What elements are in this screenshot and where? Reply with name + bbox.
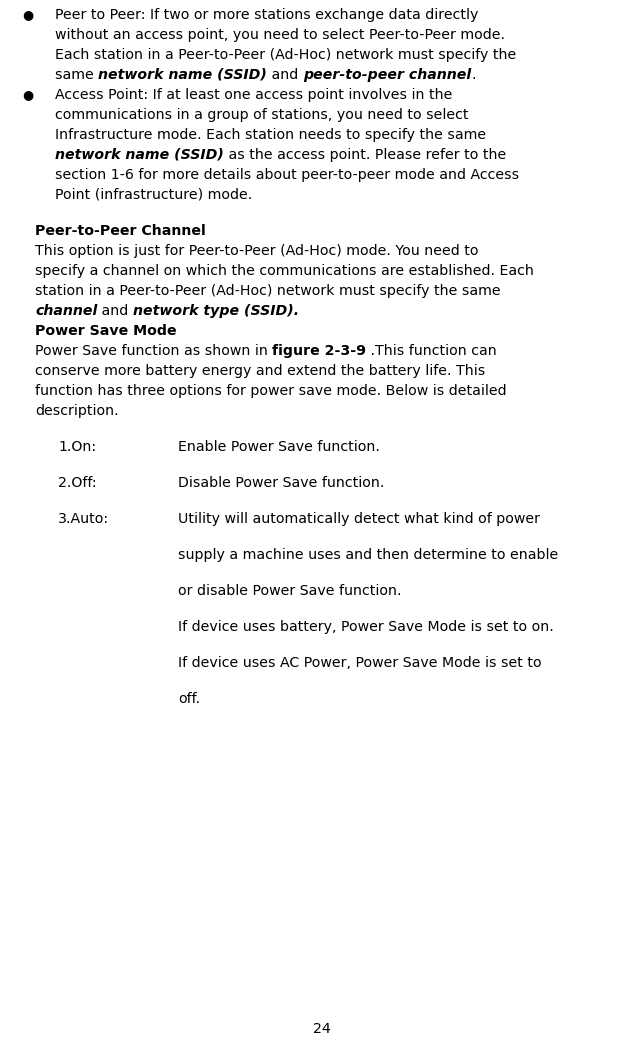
Text: Utility will automatically detect what kind of power: Utility will automatically detect what k… xyxy=(178,512,540,526)
Text: Access Point: If at least one access point involves in the: Access Point: If at least one access poi… xyxy=(55,88,453,102)
Text: without an access point, you need to select Peer-to-Peer mode.: without an access point, you need to sel… xyxy=(55,28,505,42)
Text: Power Save function as shown in: Power Save function as shown in xyxy=(35,345,273,358)
Text: Enable Power Save function.: Enable Power Save function. xyxy=(178,440,380,454)
Text: Power Save Mode: Power Save Mode xyxy=(35,324,177,338)
Text: 3.Auto:: 3.Auto: xyxy=(58,512,109,526)
Text: conserve more battery energy and extend the battery life. This: conserve more battery energy and extend … xyxy=(35,364,485,378)
Text: communications in a group of stations, you need to select: communications in a group of stations, y… xyxy=(55,108,469,122)
Text: same: same xyxy=(55,68,98,82)
Text: supply a machine uses and then determine to enable: supply a machine uses and then determine… xyxy=(178,548,558,562)
Text: or disable Power Save function.: or disable Power Save function. xyxy=(178,584,401,598)
Text: section 1-6 for more details about peer-to-peer mode and Access: section 1-6 for more details about peer-… xyxy=(55,168,519,182)
Text: as the access point. Please refer to the: as the access point. Please refer to the xyxy=(224,148,506,162)
Text: network name (SSID): network name (SSID) xyxy=(55,148,224,162)
Text: and: and xyxy=(267,68,303,82)
Text: description.: description. xyxy=(35,404,118,418)
Text: Infrastructure mode. Each station needs to specify the same: Infrastructure mode. Each station needs … xyxy=(55,128,486,142)
Text: network name (SSID): network name (SSID) xyxy=(98,68,267,82)
Text: 24: 24 xyxy=(312,1022,331,1036)
Text: .: . xyxy=(471,68,476,82)
Text: Disable Power Save function.: Disable Power Save function. xyxy=(178,476,385,490)
Text: specify a channel on which the communications are established. Each: specify a channel on which the communica… xyxy=(35,264,534,278)
Text: ●: ● xyxy=(22,88,33,101)
Text: Peer-to-Peer Channel: Peer-to-Peer Channel xyxy=(35,224,206,238)
Text: and: and xyxy=(97,304,133,318)
Text: Point (infrastructure) mode.: Point (infrastructure) mode. xyxy=(55,188,252,201)
Text: If device uses AC Power, Power Save Mode is set to: If device uses AC Power, Power Save Mode… xyxy=(178,656,541,670)
Text: network type (SSID).: network type (SSID). xyxy=(133,304,299,318)
Text: off.: off. xyxy=(178,692,200,706)
Text: 1.On:: 1.On: xyxy=(58,440,96,454)
Text: peer-to-peer channel: peer-to-peer channel xyxy=(303,68,471,82)
Text: Each station in a Peer-to-Peer (Ad-Hoc) network must specify the: Each station in a Peer-to-Peer (Ad-Hoc) … xyxy=(55,48,516,62)
Text: channel: channel xyxy=(35,304,97,318)
Text: If device uses battery, Power Save Mode is set to on.: If device uses battery, Power Save Mode … xyxy=(178,620,554,634)
Text: 2.Off:: 2.Off: xyxy=(58,476,96,490)
Text: Peer to Peer: If two or more stations exchange data directly: Peer to Peer: If two or more stations ex… xyxy=(55,8,478,22)
Text: figure 2-3-9: figure 2-3-9 xyxy=(273,345,367,358)
Text: station in a Peer-to-Peer (Ad-Hoc) network must specify the same: station in a Peer-to-Peer (Ad-Hoc) netwo… xyxy=(35,284,501,298)
Text: ●: ● xyxy=(22,8,33,21)
Text: function has three options for power save mode. Below is detailed: function has three options for power sav… xyxy=(35,384,507,398)
Text: This option is just for Peer-to-Peer (Ad-Hoc) mode. You need to: This option is just for Peer-to-Peer (Ad… xyxy=(35,244,478,258)
Text: .This function can: .This function can xyxy=(367,345,497,358)
